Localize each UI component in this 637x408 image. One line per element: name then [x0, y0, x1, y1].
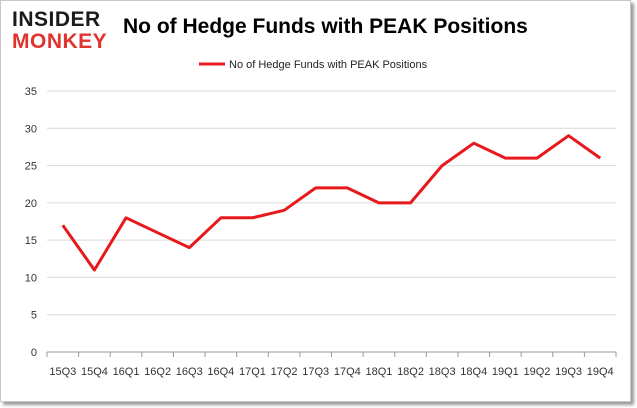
y-tick-label: 35: [25, 86, 37, 98]
y-tick-label: 5: [31, 310, 37, 322]
x-tick-label: 19Q4: [587, 366, 614, 378]
x-tick-label: 18Q1: [365, 366, 392, 378]
chart-title: No of Hedge Funds with PEAK Positions: [123, 15, 528, 38]
x-tick-label: 17Q4: [334, 366, 361, 378]
x-tick-label: 19Q2: [524, 366, 551, 378]
x-tick-label: 16Q3: [176, 366, 203, 378]
x-tick-label: 18Q3: [429, 366, 456, 378]
x-axis-ticks: 15Q3 15Q4 16Q1 16Q2 16Q3 16Q4 17Q1 17Q2 17Q3 17Q4…: [46, 352, 617, 378]
x-tick-label: 17Q3: [302, 366, 329, 378]
chart-frame: INSIDER MONKEY No of Hedge Funds with PE…: [0, 0, 631, 402]
x-tick-label: 15Q4: [81, 366, 108, 378]
x-tick-label: 18Q4: [460, 366, 487, 378]
y-tick-label: 30: [25, 123, 37, 135]
y-tick-label: 25: [25, 161, 37, 173]
y-tick-label: 15: [25, 235, 37, 247]
y-tick-label: 0: [31, 347, 37, 359]
logo-text-bottom: MONKEY: [12, 30, 108, 53]
insider-monkey-logo: INSIDER MONKEY: [12, 9, 122, 53]
legend: No of Hedge Funds with PEAK Positions: [199, 59, 428, 71]
x-tick-label: 16Q1: [113, 366, 140, 378]
y-axis-ticks: 0 5 10 15 20 25 30 35: [25, 86, 37, 359]
x-tick-label: 19Q1: [492, 366, 519, 378]
x-tick-label: 16Q4: [207, 366, 234, 378]
y-tick-label: 20: [25, 198, 37, 210]
y-tick-label: 10: [25, 272, 37, 284]
x-tick-label: 15Q3: [49, 366, 76, 378]
x-tick-label: 17Q1: [239, 366, 266, 378]
legend-label: No of Hedge Funds with PEAK Positions: [229, 59, 428, 71]
logo-text-top: INSIDER: [12, 8, 101, 31]
x-tick-label: 18Q2: [397, 366, 424, 378]
series-line: [61, 134, 602, 272]
grid-lines: [47, 90, 616, 316]
x-tick-label: 19Q3: [555, 366, 582, 378]
x-tick-label: 17Q2: [271, 366, 298, 378]
x-tick-label: 16Q2: [144, 366, 171, 378]
